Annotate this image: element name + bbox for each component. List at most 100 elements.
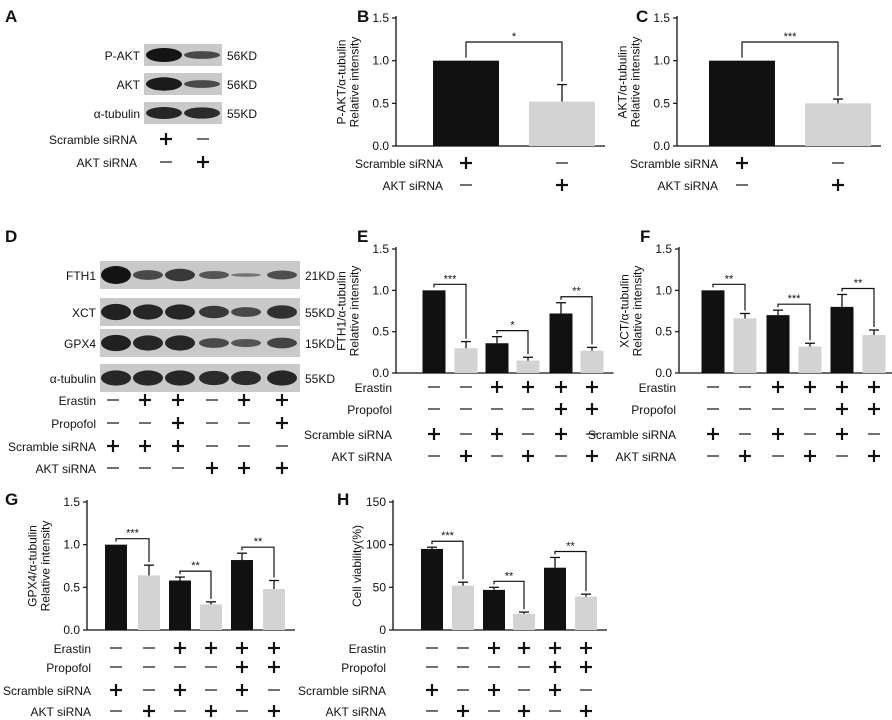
bar-g-1: [105, 544, 127, 630]
y-tick-label-e: 0.0: [372, 366, 389, 380]
blot-band-d: [199, 305, 229, 319]
y-axis-label-h: Cell viability(%): [350, 525, 364, 607]
condition-label-h: AKT siRNA: [326, 705, 386, 719]
bar-e-5: [549, 313, 573, 373]
y-tick-label-g: 0.0: [63, 623, 80, 637]
bar-e-6: [580, 350, 604, 373]
y-tick-label-b: 0.5: [372, 96, 389, 110]
significance-bracket-g: [179, 570, 212, 599]
y-axis-label-c: AKT/α-tubulin: [616, 46, 630, 119]
significance-label-f: ***: [788, 293, 802, 305]
blot-row-label-a: AKT: [117, 78, 141, 92]
significance-bracket-f: [841, 287, 875, 328]
condition-label-g: AKT siRNA: [31, 705, 91, 719]
bar-f-4: [798, 346, 822, 373]
bar-h-5: [544, 567, 566, 630]
y-axis-label-g: Relative intensity: [39, 521, 53, 612]
bar-e-3: [485, 343, 509, 373]
bar-g-2: [138, 575, 160, 630]
blot-condition-label-d: Propofol: [51, 417, 96, 431]
significance-bracket-e: [560, 296, 593, 345]
significance-label-f: **: [854, 277, 863, 289]
blot-condition-label-d: AKT siRNA: [36, 462, 96, 476]
blot-band-d: [133, 370, 163, 386]
bar-charts: 0.0 0.5 1.0 1.5 P-AKT/α-tubulin Relative inte…: [3, 11, 892, 719]
bar-g-5: [231, 560, 253, 630]
y-axis-label-g: GPX4/α-tubulin: [26, 525, 40, 607]
blot-band-a: [184, 80, 220, 88]
blot-band-d: [165, 335, 195, 351]
condition-label-h: Erastin: [349, 642, 386, 656]
significance-bracket-h: [431, 540, 464, 580]
significance-label-f: **: [725, 273, 734, 285]
bar-e-4: [516, 360, 540, 373]
y-tick-label-g: 0.5: [63, 580, 80, 594]
significance-label-h: **: [505, 570, 514, 582]
y-tick-label-f: 1.5: [655, 242, 672, 256]
panel-letter-f: F: [640, 227, 650, 246]
blot-row-label-d: α-tubulin: [50, 372, 96, 386]
bar-b-2: [529, 101, 595, 146]
y-tick-label-f: 0.0: [655, 366, 672, 380]
y-axis-label-b: P-AKT/α-tubulin: [335, 40, 349, 125]
y-axis-label-e: FTH1/α-tubulin: [335, 271, 349, 351]
blot-size-label-d: 21KD: [305, 269, 335, 283]
blot-band-d: [231, 370, 261, 386]
panel-letter-a: A: [5, 7, 17, 26]
y-axis-label-f: Relative intensity: [631, 266, 645, 357]
blot-band-d: [267, 370, 297, 386]
y-tick-label-f: 1.0: [655, 283, 672, 297]
condition-label-e: Propofol: [347, 403, 392, 417]
condition-label-b: Scramble siRNA: [355, 157, 443, 171]
bar-f-6: [862, 334, 886, 373]
significance-bracket-b: [465, 41, 563, 82]
blot-size-label-a: 56KD: [227, 49, 257, 63]
significance-label-h: **: [566, 540, 575, 552]
condition-label-c: AKT siRNA: [658, 179, 718, 193]
panel-letter-b: B: [357, 7, 369, 26]
bar-h-3: [483, 589, 505, 630]
significance-bracket-f: [712, 283, 746, 311]
y-tick-label-c: 0.5: [653, 96, 670, 110]
bar-g-4: [200, 604, 222, 630]
blot-band-d: [199, 338, 229, 348]
blot-band-d: [133, 304, 163, 320]
y-tick-label-g: 1.0: [63, 538, 80, 552]
condition-label-h: Propofol: [341, 661, 386, 675]
y-tick-label-f: 0.5: [655, 325, 672, 339]
blot-band-d: [133, 335, 163, 351]
bar-c-1: [709, 60, 775, 146]
y-tick-label-h: 150: [366, 495, 386, 509]
condition-label-c: Scramble siRNA: [630, 157, 718, 171]
y-tick-label-c: 1.5: [653, 11, 670, 25]
y-tick-label-h: 100: [366, 538, 386, 552]
blot-condition-label-a: AKT siRNA: [77, 156, 137, 170]
blot-band-d: [267, 305, 297, 319]
significance-label-b: *: [512, 31, 517, 43]
bar-f-3: [766, 315, 790, 373]
chart-e: 0.0 0.5 1.0 1.5 FTH1/α-tubulin Relative inten…: [304, 242, 614, 464]
y-axis-label-c: Relative intensity: [629, 37, 643, 128]
significance-bracket-c: [741, 41, 839, 97]
blot-band-d: [165, 304, 195, 320]
chart-c: 0.0 0.5 1.0 1.5 AKT/α-tubulin Relative intens…: [616, 11, 881, 193]
chart-g: 0.0 0.5 1.0 1.5 GPX4/α-tubulin Relative inten…: [3, 495, 295, 719]
y-tick-label-e: 1.5: [372, 242, 389, 256]
y-tick-label-g: 1.5: [63, 495, 80, 509]
bar-h-4: [513, 613, 535, 630]
blot-size-label-a: 56KD: [227, 78, 257, 92]
blot-band-d: [267, 270, 297, 280]
blot-band-d: [231, 307, 261, 317]
significance-label-e: *: [510, 320, 515, 332]
bar-b-1: [433, 60, 499, 146]
condition-label-b: AKT siRNA: [383, 179, 443, 193]
chart-b: 0.0 0.5 1.0 1.5 P-AKT/α-tubulin Relative inte…: [335, 11, 605, 193]
y-tick-label-b: 1.0: [372, 54, 389, 68]
y-tick-label-h: 0: [379, 623, 386, 637]
y-tick-label-b: 0.0: [372, 139, 389, 153]
blot-band-d: [165, 268, 195, 282]
condition-label-g: Scramble siRNA: [3, 684, 91, 698]
significance-bracket-g: [115, 538, 150, 563]
significance-label-c: ***: [784, 31, 798, 43]
